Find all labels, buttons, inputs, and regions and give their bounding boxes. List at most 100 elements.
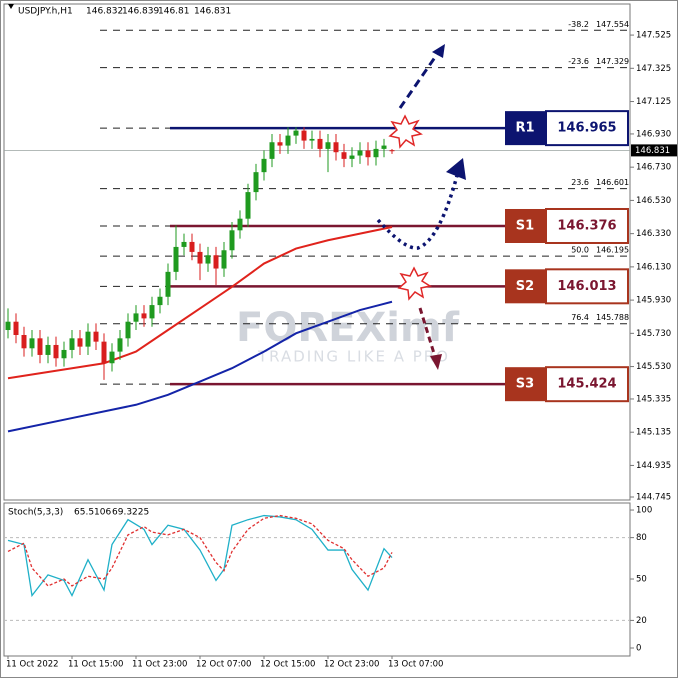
candle-body xyxy=(165,271,171,297)
fib-label: 50.0 xyxy=(571,246,589,255)
y-tick-label: 145.530 xyxy=(636,362,671,372)
candle-body xyxy=(285,135,291,146)
candle-body xyxy=(389,150,395,152)
candle-body xyxy=(261,158,267,173)
candle-body xyxy=(341,152,347,159)
candle-body xyxy=(13,321,19,335)
level-tag xyxy=(505,367,546,402)
y-tick-label: 146.530 xyxy=(636,196,671,206)
y-tick-label: 100 xyxy=(636,506,652,516)
x-tick-label: 12 Oct 07:00 xyxy=(196,660,251,670)
arrow-head xyxy=(446,158,466,180)
y-tick-label: 20 xyxy=(636,616,647,626)
fib-value: 145.788 xyxy=(596,313,629,322)
candle-body xyxy=(93,331,99,342)
stoch-signal-value: 69.3225 xyxy=(112,508,149,518)
x-tick-label: 13 Oct 07:00 xyxy=(388,660,443,670)
arrow-curve xyxy=(376,171,460,250)
candle-body xyxy=(125,321,131,339)
candle-body xyxy=(205,255,211,264)
candle-body xyxy=(21,334,27,349)
candle-body xyxy=(229,230,235,251)
candle-body xyxy=(181,241,187,247)
arrow-head xyxy=(430,354,442,370)
watermark-tagline: TRADING LIKE A PRO xyxy=(257,348,450,366)
main-panel xyxy=(3,3,631,501)
candle-body xyxy=(61,349,67,359)
candle-body xyxy=(149,305,155,319)
candle-body xyxy=(45,344,51,355)
candle-body xyxy=(117,338,123,352)
fib-label: -38.2 xyxy=(568,20,589,29)
level-value: 146.013 xyxy=(557,279,616,294)
x-tick-label: 11 Oct 15:00 xyxy=(68,660,123,670)
candle-body xyxy=(301,130,307,141)
y-tick-label: 145.730 xyxy=(636,329,671,339)
stoch-main-value: 65.5106 xyxy=(74,508,111,518)
y-tick-label: 146.930 xyxy=(636,129,671,139)
candle-body xyxy=(373,148,379,158)
burst xyxy=(397,266,432,301)
y-tick-label: 147.325 xyxy=(636,64,671,74)
moving-average xyxy=(7,226,393,380)
level-name: R1 xyxy=(515,121,534,136)
y-tick-label: 144.745 xyxy=(636,493,671,503)
header-low: 146.81 xyxy=(158,7,190,17)
level-tag xyxy=(505,269,546,304)
arrow-up xyxy=(398,49,442,109)
stoch-line xyxy=(7,514,393,587)
candle-body xyxy=(237,218,243,231)
candle-body xyxy=(69,338,75,350)
x-tick-label: 12 Oct 15:00 xyxy=(260,660,315,670)
y-tick-label: 147.525 xyxy=(636,31,671,41)
annotations xyxy=(376,44,466,370)
level-box xyxy=(545,110,629,147)
stoch-line xyxy=(7,514,393,598)
x-tick-label: 11 Oct 23:00 xyxy=(132,660,187,670)
y-tick-label: 145.930 xyxy=(636,296,671,306)
y-tick-label: 80 xyxy=(636,533,647,543)
candle-body xyxy=(213,255,219,269)
current-price-label: 146.831 xyxy=(635,146,670,156)
level-name: S1 xyxy=(516,218,534,233)
x-tick-label: 11 Oct 2022 xyxy=(6,660,59,670)
level-tag xyxy=(505,111,546,146)
candle-body xyxy=(269,142,275,159)
candle-body xyxy=(365,150,371,158)
y-tick-label: 0 xyxy=(636,643,641,653)
fib-label: 23.6 xyxy=(571,178,589,187)
y-tick-label: 144.935 xyxy=(636,461,671,471)
y-tick-label: 146.730 xyxy=(636,163,671,173)
y-tick-label: 147.125 xyxy=(636,97,671,107)
candle-body xyxy=(333,142,339,153)
header-open: 146.832 xyxy=(86,7,123,17)
y-tick-label: 145.135 xyxy=(636,428,671,438)
moving-average xyxy=(7,300,393,433)
candle-body xyxy=(77,338,83,347)
arrow-down xyxy=(418,307,438,361)
symbol: USDJPY.h,H1 xyxy=(18,7,73,17)
candle-body xyxy=(85,331,91,347)
x-tick-label: 12 Oct 23:00 xyxy=(324,660,379,670)
candle-body xyxy=(317,138,323,149)
candle-body xyxy=(101,341,107,364)
fib-label: -23.6 xyxy=(568,57,589,66)
level-value: 146.965 xyxy=(557,121,616,136)
candle-body xyxy=(381,145,387,149)
level-box xyxy=(545,207,629,244)
candle-body xyxy=(37,338,43,355)
fib-label: 76.4 xyxy=(571,313,589,322)
level-box xyxy=(545,268,629,305)
candle-body xyxy=(53,344,59,359)
fib-value: 146.601 xyxy=(596,178,629,187)
candle-body xyxy=(29,338,35,349)
arrow-head xyxy=(432,44,445,58)
stoch-title: Stoch(5,3,3) xyxy=(8,508,63,518)
candle-body xyxy=(357,150,363,156)
candle-body xyxy=(245,192,251,219)
burst xyxy=(388,114,423,149)
level-box xyxy=(545,366,629,403)
level-tag xyxy=(505,208,546,243)
